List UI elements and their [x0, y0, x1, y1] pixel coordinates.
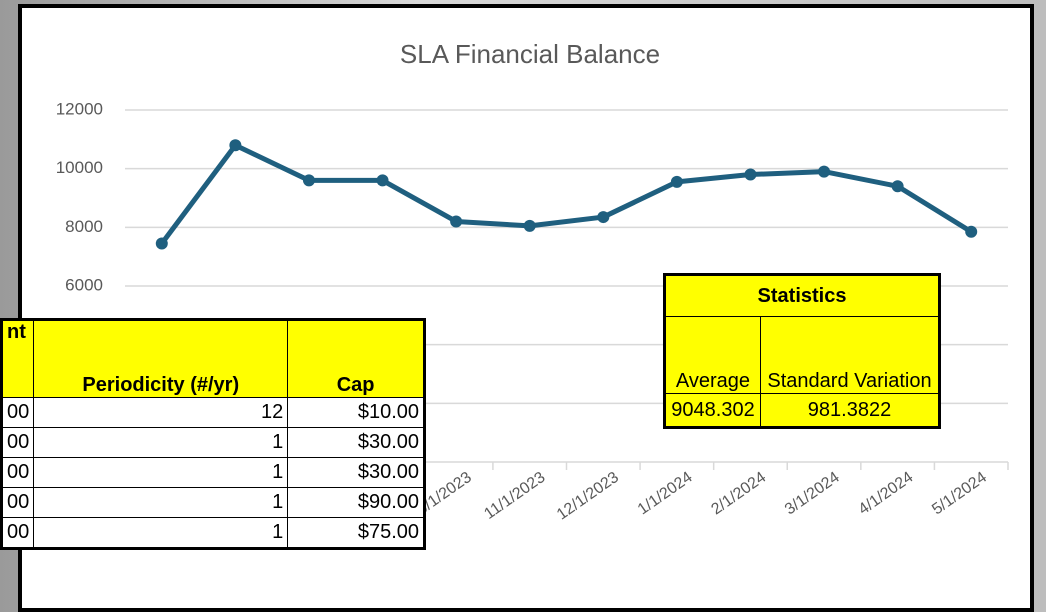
y-tick-label: 8000 — [65, 217, 103, 236]
chart-title: SLA Financial Balance — [400, 39, 660, 69]
data-point — [671, 176, 683, 188]
table-cell: $30.00 — [288, 428, 425, 458]
stats-label: Standard Variation — [761, 317, 940, 394]
header-cell: Cap — [288, 320, 425, 398]
x-tick-label: 4/1/2024 — [856, 469, 917, 519]
table-cell: $75.00 — [288, 518, 425, 549]
table-cell: $30.00 — [288, 458, 425, 488]
header-cell: Periodicity (#/yr) — [34, 320, 288, 398]
data-point — [818, 166, 830, 178]
data-point — [377, 174, 389, 186]
data-point — [450, 215, 462, 227]
x-tick-label: 2/1/2024 — [708, 469, 769, 519]
data-point — [892, 180, 904, 192]
data-point — [524, 220, 536, 232]
table-cell: 00 — [2, 488, 34, 518]
data-point — [229, 139, 241, 151]
data-point — [156, 237, 168, 249]
stats-value: 981.3822 — [761, 394, 940, 428]
table-cell: $10.00 — [288, 398, 425, 428]
table-cell: 00 — [2, 398, 34, 428]
x-tick-label: 5/1/2024 — [929, 469, 990, 519]
x-tick-label: 12/1/2023 — [554, 469, 622, 524]
x-tick-label: 1/1/2024 — [635, 469, 696, 519]
table-cell: 00 — [2, 518, 34, 549]
y-tick-label: 12000 — [56, 99, 103, 118]
data-point — [303, 174, 315, 186]
header-cell: nt — [2, 320, 34, 398]
table-cell: 12 — [34, 398, 288, 428]
table-cell: 00 — [2, 458, 34, 488]
stats-title: Statistics — [665, 275, 940, 317]
x-tick-label: 11/1/2023 — [481, 469, 548, 523]
y-tick-label: 10000 — [56, 158, 103, 177]
table-cell: 1 — [34, 488, 288, 518]
stats-value: 9048.302 — [665, 394, 761, 428]
data-point — [744, 169, 756, 181]
stats-label: Average — [665, 317, 761, 394]
table-cell: 1 — [34, 458, 288, 488]
data-point — [597, 211, 609, 223]
table-cell: $90.00 — [288, 488, 425, 518]
data-point — [965, 226, 977, 238]
data-line — [162, 145, 971, 243]
page: SLA Financial Balance 020004000600080001… — [0, 0, 1046, 584]
table-cell: 1 — [34, 518, 288, 549]
x-tick-label: 3/1/2024 — [782, 469, 843, 519]
header-row: nt Periodicity (#/yr) Cap — [2, 320, 425, 398]
table-cell: 00 — [2, 428, 34, 458]
table-cell: 1 — [34, 428, 288, 458]
y-tick-label: 6000 — [65, 275, 103, 294]
